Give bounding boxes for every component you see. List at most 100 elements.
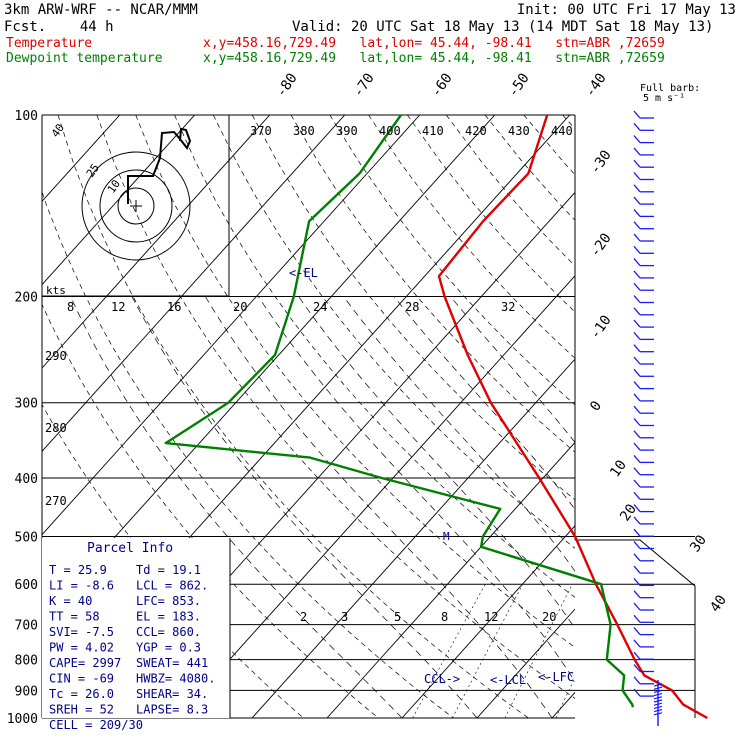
isotherm-label--20: -20 bbox=[587, 230, 615, 260]
mixing-ratio-3 bbox=[452, 584, 524, 718]
forecast-hour: Fcst. 44 h bbox=[4, 19, 114, 35]
moist-adiabat-16 bbox=[258, 296, 575, 683]
wind-barb-flag-18 bbox=[633, 331, 641, 340]
moist-adiabat-24 bbox=[343, 296, 575, 572]
pressure-label-700: 700 bbox=[15, 619, 38, 634]
temperature-legend-label: Temperature bbox=[6, 36, 93, 51]
dry-adiabat-370 bbox=[407, 115, 575, 313]
hodograph-ring-1 bbox=[117, 187, 155, 225]
wind-barb-flag-17 bbox=[633, 319, 641, 328]
parcel-row-5-left: PW = 4.02 bbox=[49, 641, 114, 655]
wind-barb-flag-28 bbox=[633, 454, 641, 463]
speed-label-8: 8 bbox=[67, 300, 74, 314]
parcel-row-0-left: T = 25.9 bbox=[49, 563, 107, 577]
hodograph-ring-label-25: 25 bbox=[84, 161, 102, 179]
wind-barb-flag-40 bbox=[633, 602, 641, 611]
dry-adiabat-340 bbox=[290, 115, 575, 453]
speed-label-32: 32 bbox=[501, 300, 515, 314]
wind-barb-flag-23 bbox=[633, 393, 641, 402]
mixing-ratio-2 bbox=[412, 584, 486, 718]
pressure-label-800: 800 bbox=[15, 654, 38, 669]
isotherm-0 bbox=[476, 608, 575, 718]
pressure-label-300: 300 bbox=[15, 397, 38, 412]
parcel-row-8-left: Tc = 26.0 bbox=[49, 687, 114, 701]
isotherm-label--70: -70 bbox=[350, 70, 378, 100]
isotherm-10 bbox=[551, 691, 575, 718]
left-theta-label-290: 290 bbox=[45, 349, 67, 363]
isotherm-label--60: -60 bbox=[428, 70, 456, 100]
isotherm-label-20: 20 bbox=[617, 501, 640, 524]
wind-barb-flag-12 bbox=[633, 258, 641, 267]
wind-barb-flag-29 bbox=[633, 467, 641, 476]
dry-adiabat-280 bbox=[57, 115, 529, 718]
parcel-row-7-left: CIN = -69 bbox=[49, 672, 114, 686]
isotherm-30 bbox=[702, 115, 740, 718]
speed-label-20: 20 bbox=[233, 300, 247, 314]
dry-adiabat-440 bbox=[679, 115, 740, 718]
wind-barb-flag-1 bbox=[633, 122, 641, 131]
wind-barb-flag-45 bbox=[633, 664, 641, 672]
wind-barbs bbox=[633, 110, 663, 726]
wind-barb-flag-3 bbox=[633, 147, 641, 156]
wind-barb-flag-20 bbox=[633, 356, 641, 365]
theta-label-380: 380 bbox=[293, 124, 315, 138]
parcel-row-6-right: SWEAT= 441 bbox=[136, 656, 208, 670]
dry-adiabat-410 bbox=[562, 115, 575, 130]
speed-label-12: 12 bbox=[111, 300, 125, 314]
dry-adiabat-420 bbox=[602, 115, 740, 718]
wind-barb-flag-0 bbox=[633, 110, 641, 119]
theta-label-390: 390 bbox=[336, 124, 358, 138]
wind-barb-flag-44 bbox=[633, 651, 641, 660]
wind-barb-flag-2 bbox=[633, 135, 641, 144]
lfc-label: <-LFC bbox=[538, 670, 574, 684]
parcel-row-9-left: SREH = 52 bbox=[49, 703, 114, 717]
hodograph-ring-label-10: 10 bbox=[105, 177, 123, 195]
pressure-label-600: 600 bbox=[15, 578, 38, 593]
sounding-lines bbox=[164, 114, 708, 720]
isotherm-20 bbox=[627, 115, 740, 718]
parcel-row-3-right: EL = 183. bbox=[136, 610, 201, 624]
isotherm--20 bbox=[326, 441, 575, 718]
isotherm-label-0: 0 bbox=[587, 398, 605, 414]
chart-labels: -80 -70 -60 -50 -40 -30 -20 -10 0 10 20 30 40 370 380 3… bbox=[42, 70, 730, 732]
init-time: Init: 00 UTC Fri 17 May 13 bbox=[516, 2, 736, 18]
mixing-ratio-label-3: 3 bbox=[341, 610, 348, 624]
mixing-ratio-12 bbox=[602, 584, 664, 718]
isotherm--100 bbox=[42, 115, 271, 369]
wind-barb-flag-37 bbox=[633, 565, 641, 574]
moist-adiabat--10 bbox=[70, 296, 403, 718]
el-label: <-EL bbox=[289, 266, 318, 280]
isotherm--40 bbox=[176, 275, 575, 718]
parcel-row-10-left: CELL = 209/30 bbox=[49, 718, 143, 732]
wind-barb-flag-26 bbox=[633, 430, 641, 439]
wind-barb-flag-6 bbox=[633, 184, 641, 193]
isotherm-label--40: -40 bbox=[582, 70, 610, 100]
wind-barb-flag-13 bbox=[633, 270, 641, 279]
dry-adiabat-320 bbox=[212, 115, 575, 549]
parcel-row-1-left: LI = -8.6 bbox=[49, 579, 114, 593]
theta-label-410: 410 bbox=[422, 124, 444, 138]
wind-barb-flag-22 bbox=[633, 381, 641, 390]
isotherm-label-40: 40 bbox=[707, 592, 730, 615]
wind-barb-flag-4 bbox=[633, 159, 641, 168]
moist-adiabat-0 bbox=[131, 296, 478, 718]
barb-legend-title: Full barb: bbox=[640, 83, 701, 94]
wind-barb-flag-25 bbox=[633, 418, 641, 426]
moist-adiabat-28 bbox=[393, 296, 575, 510]
speed-label-28: 28 bbox=[405, 300, 419, 314]
pressure-label-900: 900 bbox=[15, 684, 38, 699]
theta-label-370: 370 bbox=[250, 124, 272, 138]
left-theta-label-280: 280 bbox=[45, 421, 67, 435]
pressure-label-200: 200 bbox=[15, 291, 38, 306]
mixing-ratio-8 bbox=[555, 676, 575, 718]
wind-barb-flag-38 bbox=[633, 577, 641, 586]
parcel-row-4-left: SVI= -7.5 bbox=[49, 625, 114, 639]
parcel-row-5-right: YGP = 0.3 bbox=[136, 641, 201, 655]
hodograph-ring-3 bbox=[81, 151, 191, 261]
dry-adiabat-380 bbox=[446, 115, 575, 267]
wind-barb-flag-7 bbox=[633, 196, 641, 205]
dry-adiabat-300 bbox=[135, 115, 575, 648]
wind-barb-flag-31 bbox=[633, 491, 641, 500]
